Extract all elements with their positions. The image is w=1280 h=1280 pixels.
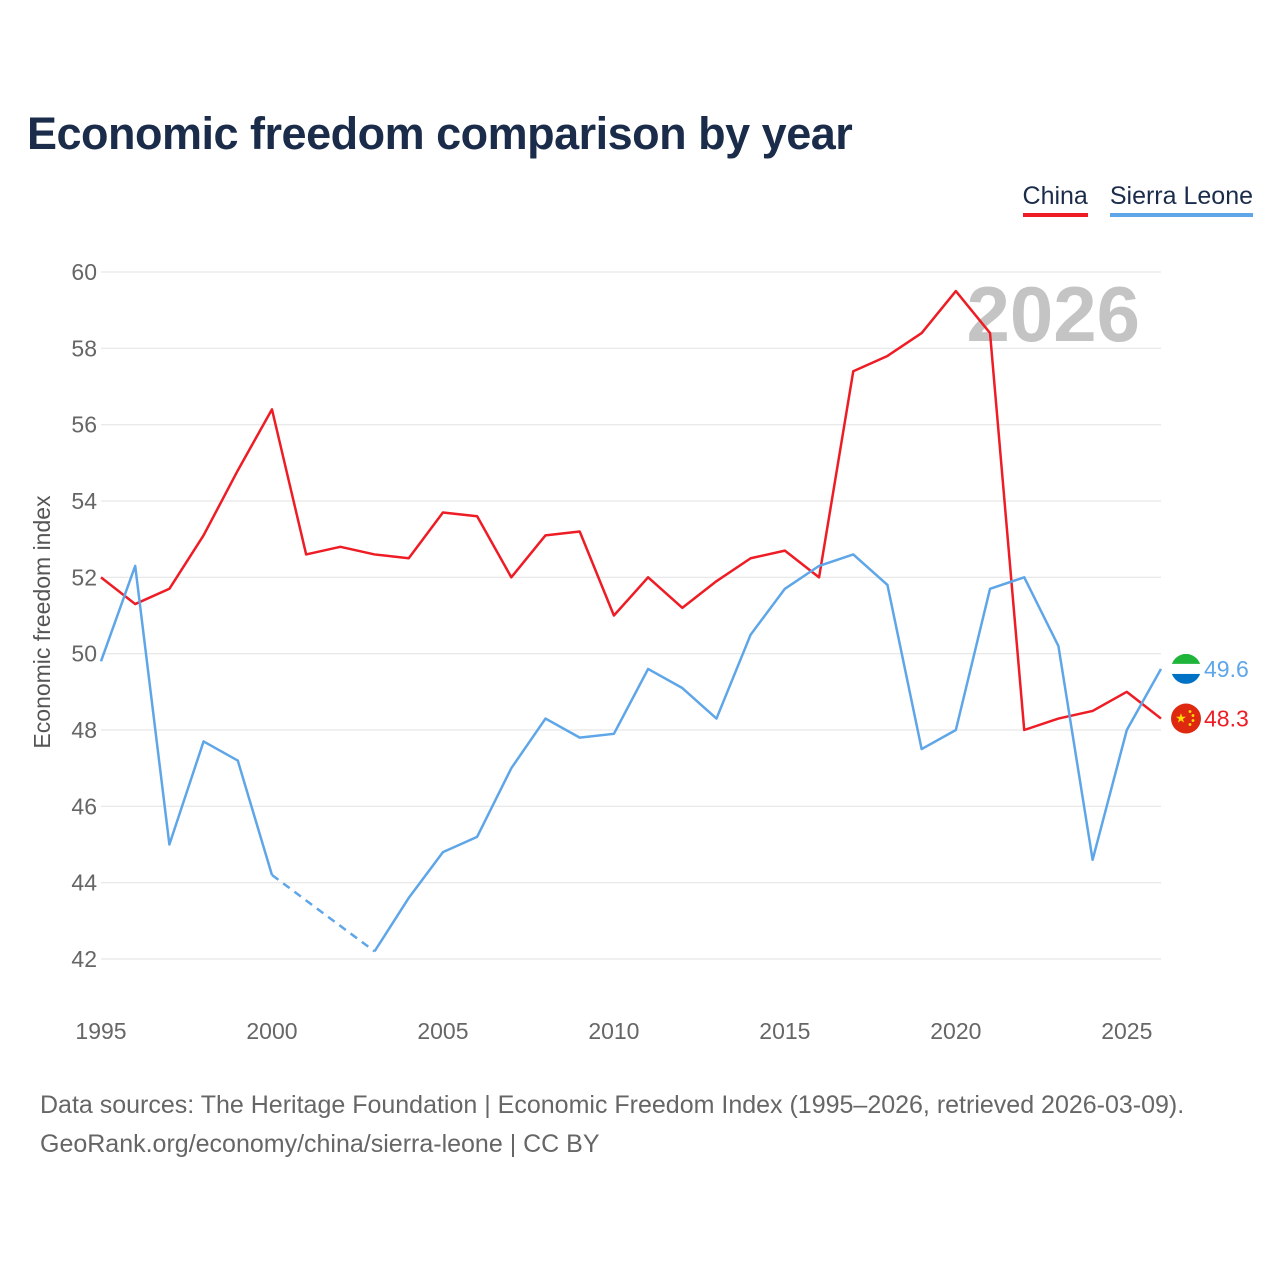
end-value-label: 49.6	[1204, 656, 1249, 682]
year-watermark: 2026	[966, 270, 1140, 358]
flag-small-star-icon	[1188, 710, 1192, 713]
series-line-china[interactable]	[100, 289, 1162, 732]
y-axis-ticks: 42 44 46 48 50 52 54 56 58 60	[71, 259, 97, 972]
y-tick-label: 46	[71, 793, 97, 819]
footer: Data sources: The Heritage Foundation | …	[40, 1086, 1184, 1164]
source-link[interactable]: GeoRank.org/economy/china/sierra-leone |…	[40, 1130, 600, 1158]
y-tick-label: 50	[71, 641, 97, 667]
end-value-label: 48.3	[1204, 706, 1249, 732]
y-tick-label: 42	[71, 946, 97, 972]
y-tick-label: 44	[71, 870, 97, 896]
legend-item-china[interactable]: China	[1022, 182, 1088, 217]
x-tick-label: 2020	[930, 1018, 981, 1044]
series-endpoints: ★ 48.3 49.6	[1171, 653, 1249, 734]
flag-star-icon: ★	[1175, 712, 1187, 727]
line-chart: 2026 Economic freedom index 42 44 46 48 50 52…	[29, 259, 1249, 1044]
flag-small-star-icon	[1191, 719, 1195, 722]
x-tick-label: 1995	[75, 1018, 126, 1044]
series-line-sierra-leone[interactable]	[373, 553, 1163, 953]
endpoint-sierra-leone: 49.6	[1171, 653, 1249, 684]
sierra-leone-flag-icon	[1171, 653, 1201, 684]
series-lines	[99, 289, 1163, 953]
x-axis-ticks: 1995 2000 2005 2010 2015 2020 2025	[75, 1018, 1152, 1044]
x-tick-label: 2025	[1101, 1018, 1152, 1044]
y-tick-label: 54	[71, 488, 97, 514]
x-tick-label: 2005	[417, 1018, 468, 1044]
y-tick-label: 52	[71, 564, 97, 590]
endpoint-china: ★ 48.3	[1171, 703, 1249, 734]
legend: China Sierra Leone	[1022, 182, 1253, 217]
y-tick-label: 56	[71, 412, 97, 438]
gridlines	[101, 271, 1161, 960]
legend-item-sierra-leone[interactable]: Sierra Leone	[1109, 182, 1253, 217]
flag-small-star-icon	[1188, 723, 1192, 726]
x-tick-label: 2010	[588, 1018, 639, 1044]
data-source-note: Data sources: The Heritage Foundation | …	[40, 1091, 1185, 1119]
y-axis-label: Economic freedom index	[29, 495, 55, 749]
x-tick-label: 2015	[759, 1018, 810, 1044]
x-tick-label: 2000	[246, 1018, 297, 1044]
flag-small-star-icon	[1191, 714, 1195, 717]
y-tick-label: 58	[71, 335, 97, 361]
series-line-sierra-leone[interactable]	[99, 564, 274, 876]
series-gap-sierra-leone	[271, 874, 376, 953]
chart-title: Economic freedom comparison by year	[27, 108, 853, 159]
china-flag-icon	[1171, 703, 1201, 734]
y-tick-label: 60	[71, 259, 97, 285]
y-tick-label: 48	[71, 717, 97, 743]
